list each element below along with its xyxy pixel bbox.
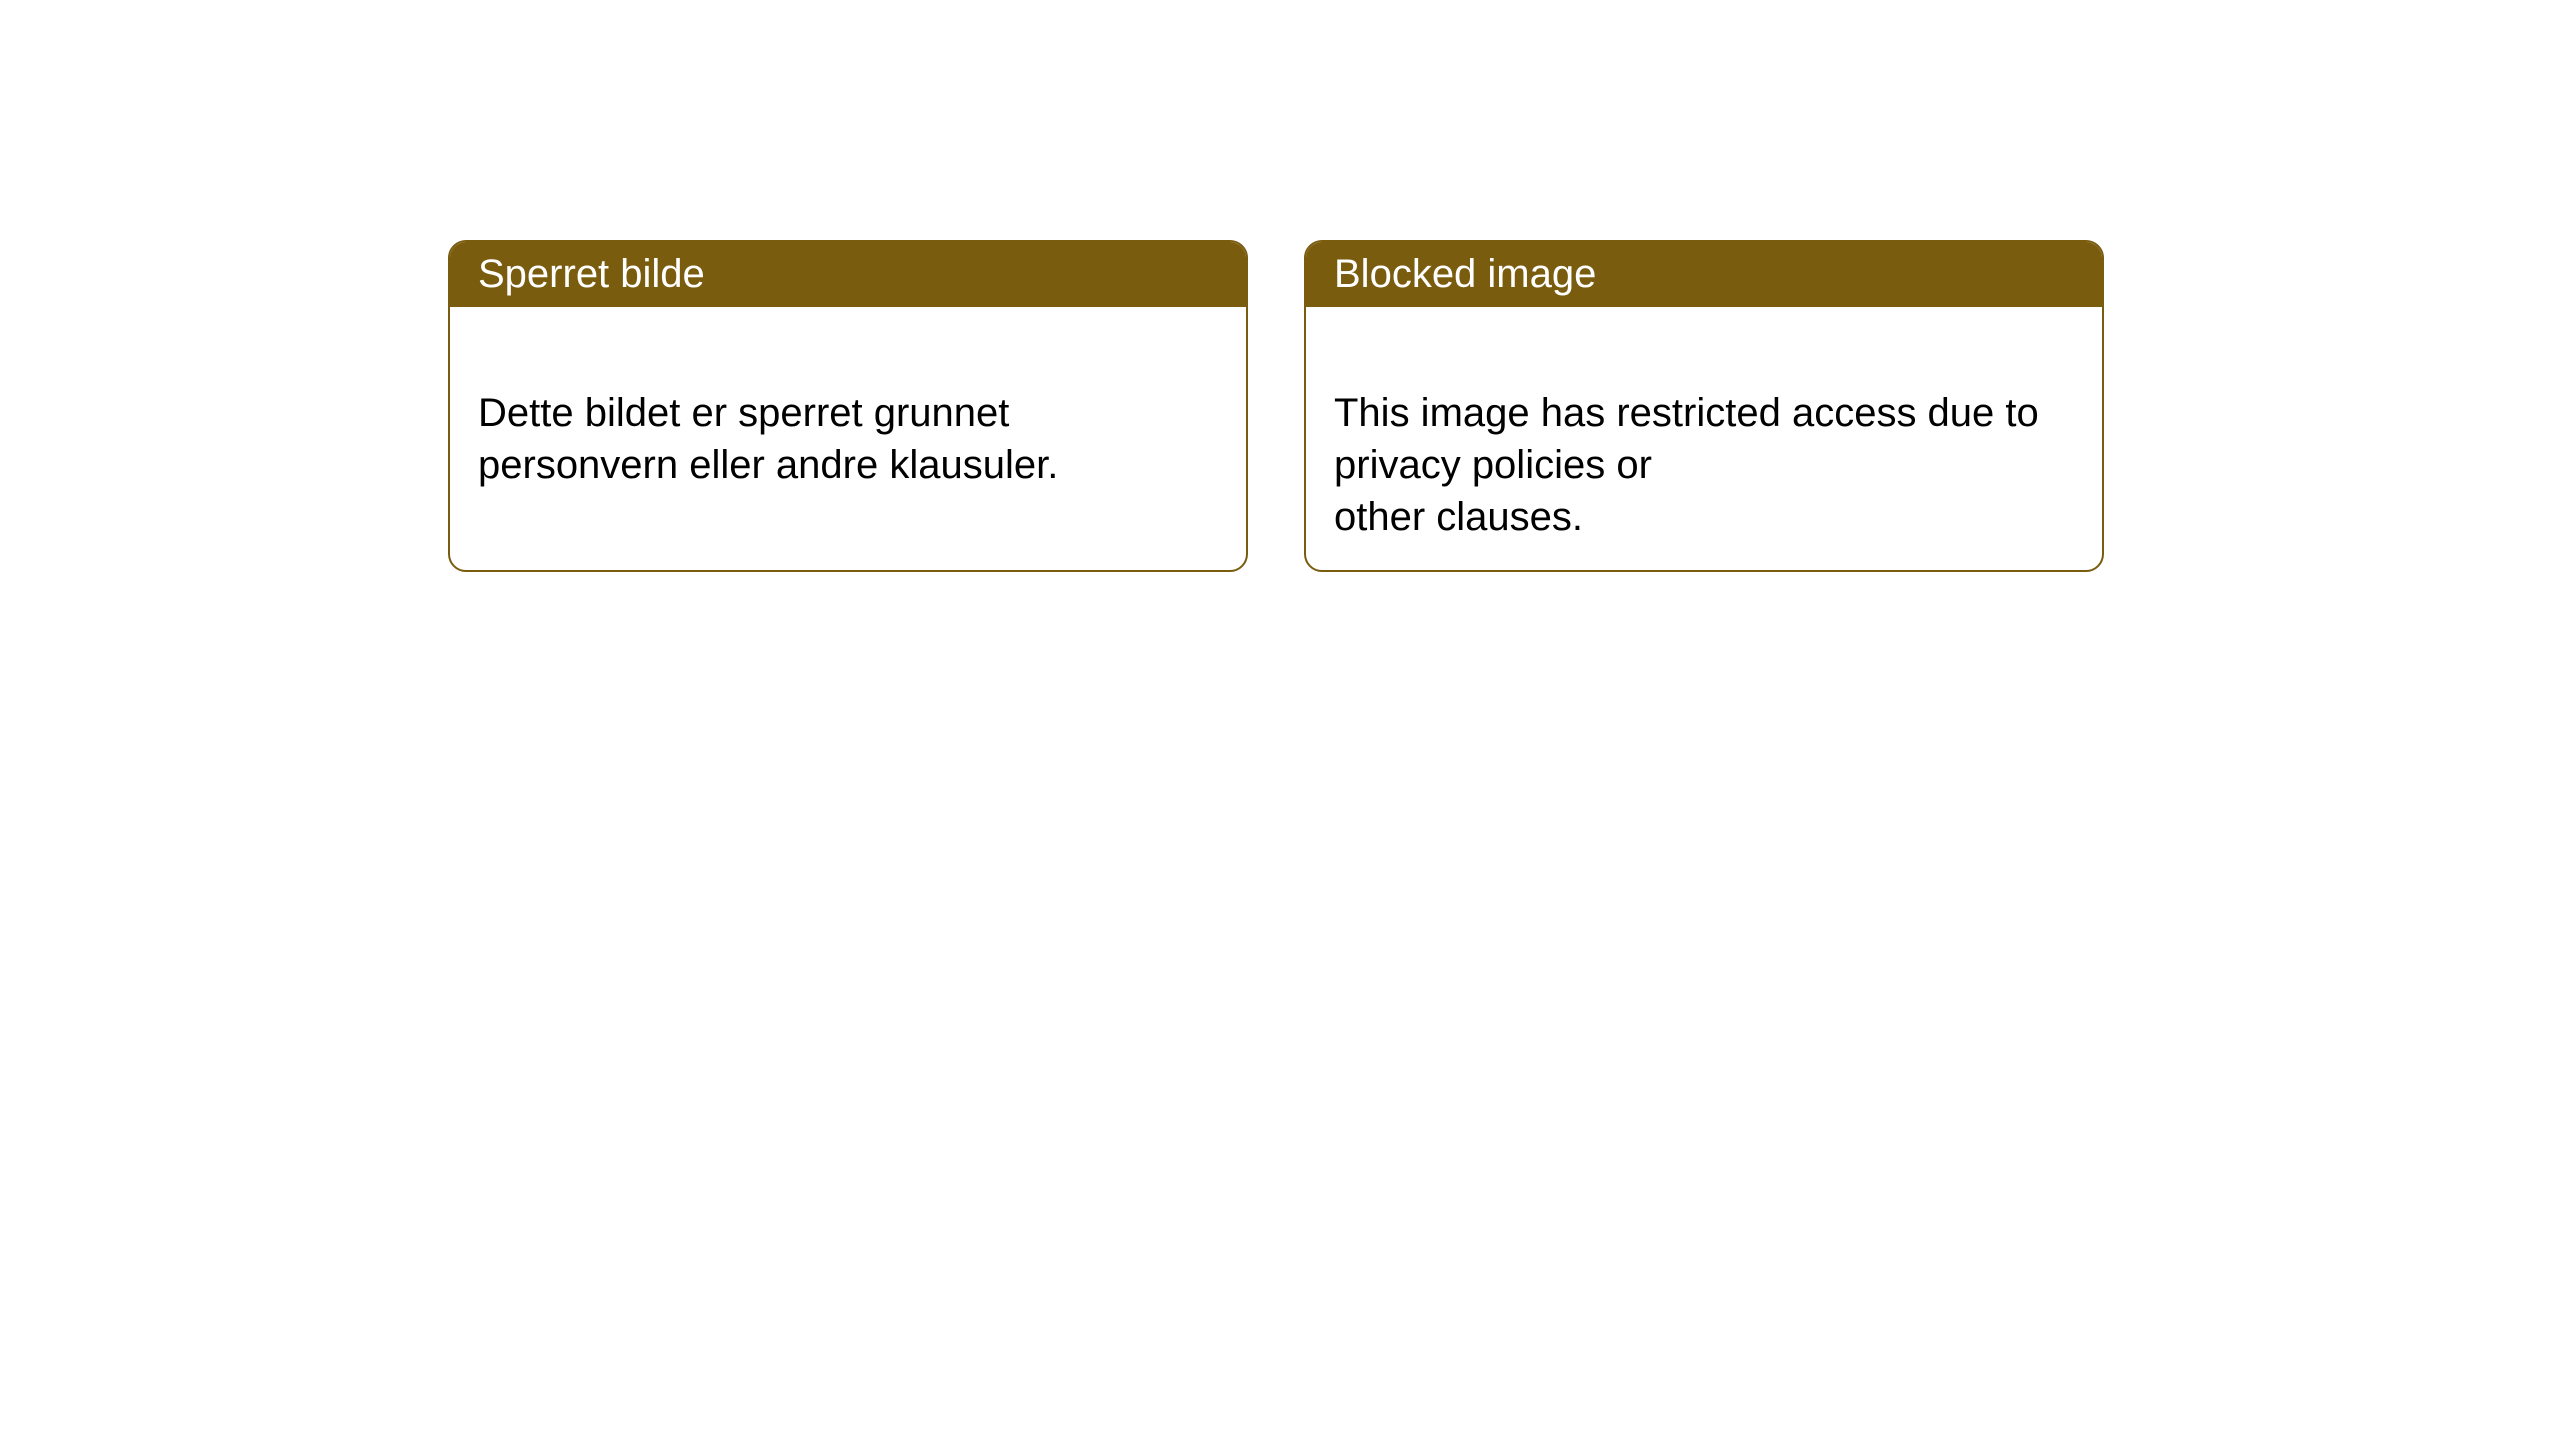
card-norwegian: Sperret bilde Dette bildet er sperret gr… (448, 240, 1248, 572)
card-title: Blocked image (1334, 252, 1596, 296)
card-header-english: Blocked image (1306, 242, 2102, 307)
card-body-norwegian: Dette bildet er sperret grunnet personve… (450, 307, 1246, 519)
card-body-english: This image has restricted access due to … (1306, 307, 2102, 571)
card-header-norwegian: Sperret bilde (450, 242, 1246, 307)
cards-container: Sperret bilde Dette bildet er sperret gr… (0, 0, 2560, 572)
card-english: Blocked image This image has restricted … (1304, 240, 2104, 572)
card-title: Sperret bilde (478, 252, 705, 296)
card-text: This image has restricted access due to … (1334, 391, 2039, 539)
card-text: Dette bildet er sperret grunnet personve… (478, 391, 1058, 487)
